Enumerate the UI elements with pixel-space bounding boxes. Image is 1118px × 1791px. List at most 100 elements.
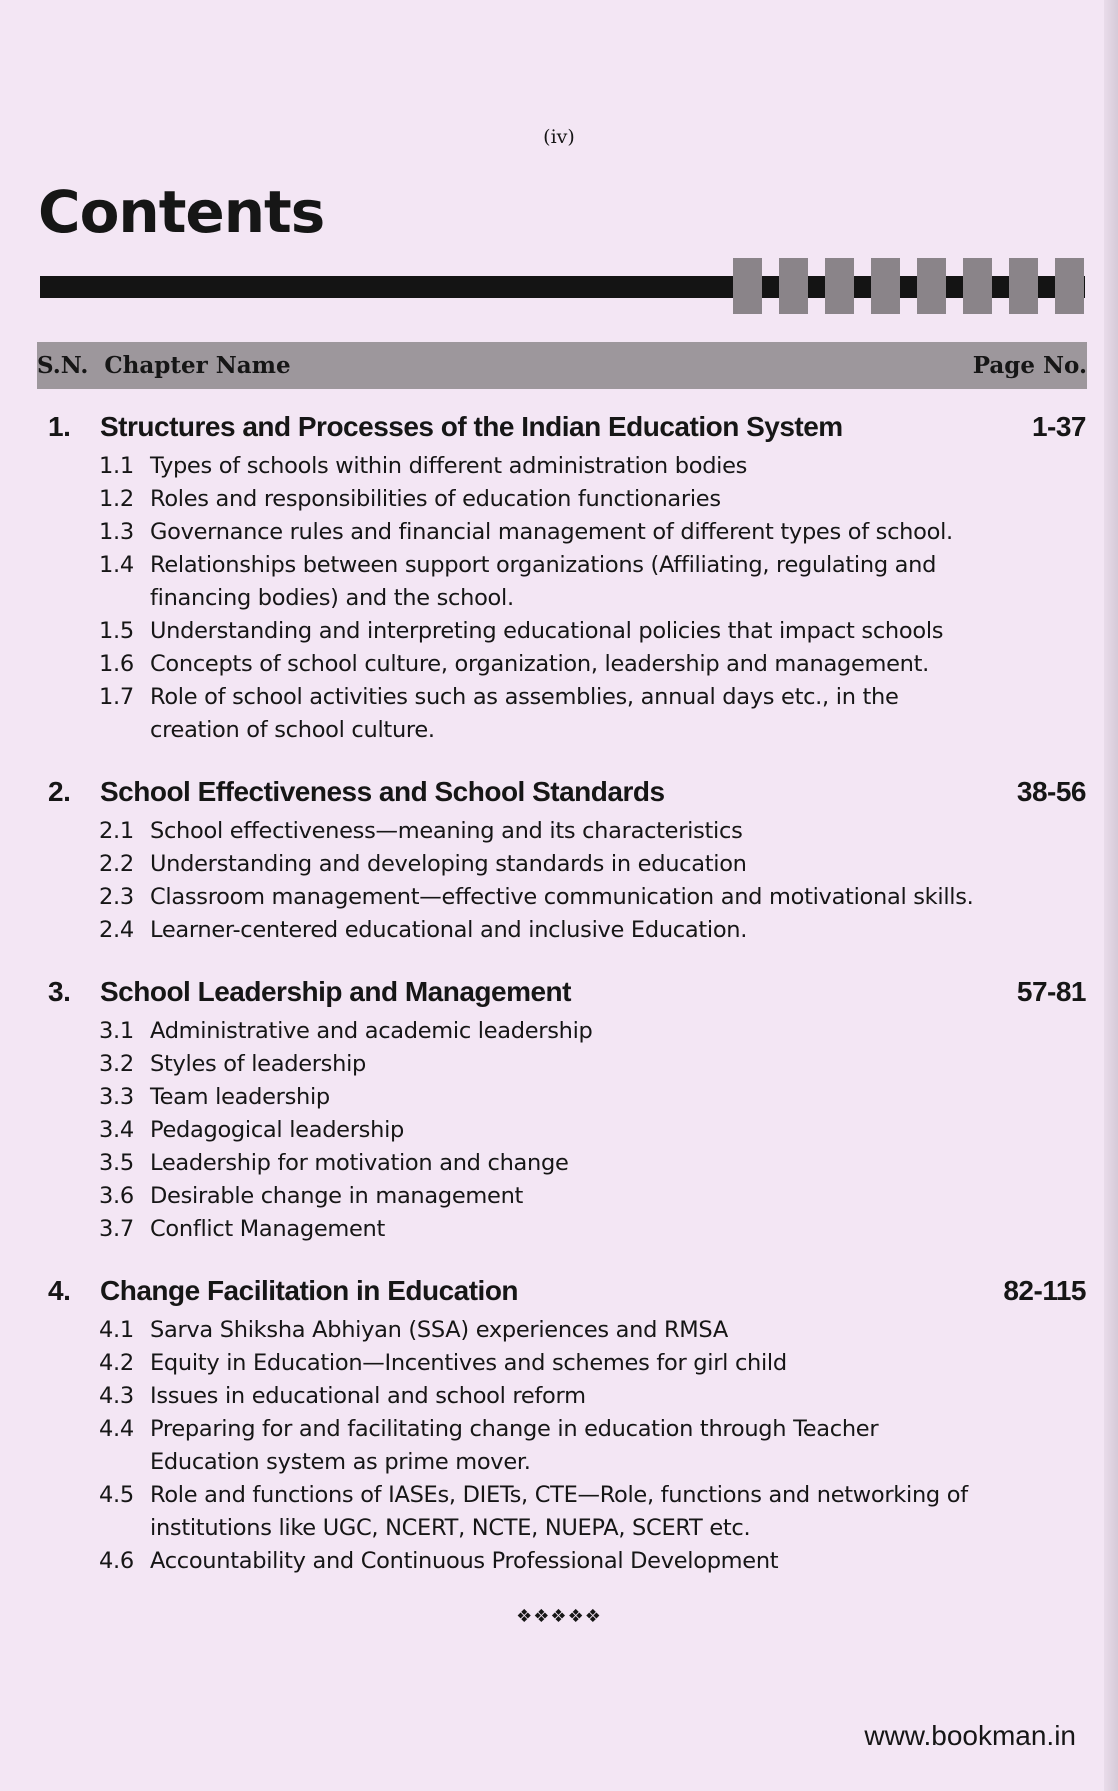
section-item: 4.3 Issues in educational and school refo…	[0, 1380, 1118, 1413]
section-title: Sarva Shiksha Abhiyan (SSA) experiences …	[150, 1317, 728, 1343]
section-title: Preparing for and facilitating change in…	[150, 1416, 879, 1475]
table-of-contents: 1. Structures and Processes of the Indian…	[0, 400, 1118, 1578]
section-number: 2.1	[99, 818, 134, 844]
section-title: Types of schools within different admini…	[150, 453, 748, 479]
chapter-title: School Leadership and Management	[100, 976, 571, 1007]
chapter-title: Structures and Processes of the Indian E…	[100, 411, 843, 442]
chapter-pages: 82-115	[1003, 1275, 1086, 1306]
section-item: 2.1 School effectiveness—meaning and its …	[0, 815, 1118, 848]
section-item: 1.6 Concepts of school culture, organizat…	[0, 648, 1118, 681]
section-item: 4.2 Equity in Education—Incentives and sc…	[0, 1347, 1118, 1380]
header-sn: S.N.	[37, 352, 89, 379]
section-item: 4.4 Preparing for and facilitating change…	[0, 1413, 1118, 1479]
chapter-heading: 1. Structures and Processes of the Indian…	[0, 404, 1118, 450]
section-item: 1.7 Role of school activities such as ass…	[0, 681, 1118, 747]
section-title: Understanding and interpreting education…	[150, 618, 944, 644]
section-title: Learner-centered educational and inclusi…	[150, 917, 748, 943]
section-item: 1.1 Types of schools within different adm…	[0, 450, 1118, 483]
table-header: S.N. Chapter Name Page No.	[37, 342, 1087, 389]
section-title: Team leadership	[150, 1084, 330, 1110]
section-number: 3.2	[99, 1051, 134, 1077]
section-title: Leadership for motivation and change	[150, 1150, 569, 1176]
section-item: 2.4 Learner-centered educational and incl…	[0, 914, 1118, 947]
section-item: 1.3 Governance rules and financial manage…	[0, 516, 1118, 549]
section-title: Equity in Education—Incentives and schem…	[150, 1350, 787, 1376]
chapter-title: Change Facilitation in Education	[100, 1275, 519, 1306]
section-title: Accountability and Continuous Profession…	[150, 1548, 779, 1574]
section-number: 1.1	[99, 453, 134, 479]
section-item: 1.5 Understanding and interpreting educat…	[0, 615, 1118, 648]
section-number: 2.3	[99, 884, 134, 910]
section-item: 1.4 Relationships between support organiz…	[0, 549, 1118, 615]
chapter-title: School Effectiveness and School Standard…	[100, 776, 665, 807]
section-title: Pedagogical leadership	[150, 1117, 404, 1143]
section-number: 3.1	[99, 1018, 134, 1044]
section-number: 1.3	[99, 519, 134, 545]
section-title: School effectiveness—meaning and its cha…	[150, 818, 743, 844]
section-number: 1.5	[99, 618, 134, 644]
section-item: 2.3 Classroom management—effective commun…	[0, 881, 1118, 914]
section-title: Conflict Management	[150, 1216, 386, 1242]
section-title: Relationships between support organizati…	[150, 552, 937, 611]
section-item: 3.6 Desirable change in management	[0, 1180, 1118, 1213]
page-number: (iv)	[543, 126, 575, 148]
section-number: 1.7	[99, 684, 134, 710]
section-title: Roles and responsibilities of education …	[150, 486, 721, 512]
section-number: 3.4	[99, 1117, 134, 1143]
section-title: Governance rules and financial managemen…	[150, 519, 953, 545]
section-number: 3.6	[99, 1183, 134, 1209]
section-number: 4.5	[99, 1482, 134, 1508]
section-item: 4.6 Accountability and Continuous Profess…	[0, 1545, 1118, 1578]
section-item: 3.4 Pedagogical leadership	[0, 1114, 1118, 1147]
section-item: 1.2 Roles and responsibilities of educati…	[0, 483, 1118, 516]
section-item: 4.5 Role and functions of IASEs, DIETs, C…	[0, 1479, 1118, 1545]
section-number: 1.4	[99, 552, 134, 578]
title-rule	[40, 276, 1085, 298]
header-page-no: Page No.	[972, 352, 1087, 379]
section-item: 3.5 Leadership for motivation and change	[0, 1147, 1118, 1180]
section-title: Issues in educational and school reform	[150, 1383, 586, 1409]
section-item: 3.1 Administrative and academic leadershi…	[0, 1015, 1118, 1048]
section-title: Styles of leadership	[150, 1051, 367, 1077]
section-title: Classroom management—effective communica…	[150, 884, 974, 910]
section-number: 4.2	[99, 1350, 134, 1376]
section-title: Role of school activities such as assemb…	[150, 684, 899, 743]
section-title: Role and functions of IASEs, DIETs, CTE—…	[150, 1482, 968, 1541]
chapter-heading: 4. Change Facilitation in Education 82-115	[0, 1268, 1118, 1314]
section-number: 1.6	[99, 651, 134, 677]
chapter-number: 3.	[48, 976, 71, 1007]
section-title: Administrative and academic leadership	[150, 1018, 593, 1044]
section-number: 3.5	[99, 1150, 134, 1176]
page-title: Contents	[38, 178, 325, 246]
chapter-heading: 2. School Effectiveness and School Standa…	[0, 769, 1118, 815]
section-number: 3.3	[99, 1084, 134, 1110]
chapter-number: 2.	[48, 776, 71, 807]
header-chapter-name: Chapter Name	[104, 352, 291, 379]
chapter-pages: 1-37	[1031, 411, 1087, 442]
section-number: 3.7	[99, 1216, 134, 1242]
section-number: 4.6	[99, 1548, 134, 1574]
section-item: 3.2 Styles of leadership	[0, 1048, 1118, 1081]
section-title: Understanding and developing standards i…	[150, 851, 747, 877]
section-title: Desirable change in management	[150, 1183, 524, 1209]
section-number: 1.2	[99, 486, 134, 512]
section-number: 4.3	[99, 1383, 134, 1409]
section-item: 2.2 Understanding and developing standard…	[0, 848, 1118, 881]
section-item: 3.7 Conflict Management	[0, 1213, 1118, 1246]
website-link[interactable]: www.bookman.in	[864, 1720, 1076, 1751]
chapter-number: 4.	[48, 1275, 71, 1306]
page-edge	[1104, 0, 1118, 1791]
section-item: 3.3 Team leadership	[0, 1081, 1118, 1114]
chapter-number: 1.	[48, 411, 71, 442]
chapter-pages: 38-56	[1016, 776, 1087, 807]
section-number: 2.4	[99, 917, 134, 943]
section-number: 2.2	[99, 851, 134, 877]
end-ornament: ❖❖❖❖❖	[516, 1606, 602, 1627]
section-title: Concepts of school culture, organization…	[150, 651, 930, 677]
decorative-blocks	[733, 258, 1084, 314]
chapter-heading: 3. School Leadership and Management 57-81	[0, 969, 1118, 1015]
chapter-pages: 57-81	[1016, 976, 1087, 1007]
section-item: 4.1 Sarva Shiksha Abhiyan (SSA) experienc…	[0, 1314, 1118, 1347]
section-number: 4.4	[99, 1416, 134, 1442]
section-number: 4.1	[99, 1317, 134, 1343]
